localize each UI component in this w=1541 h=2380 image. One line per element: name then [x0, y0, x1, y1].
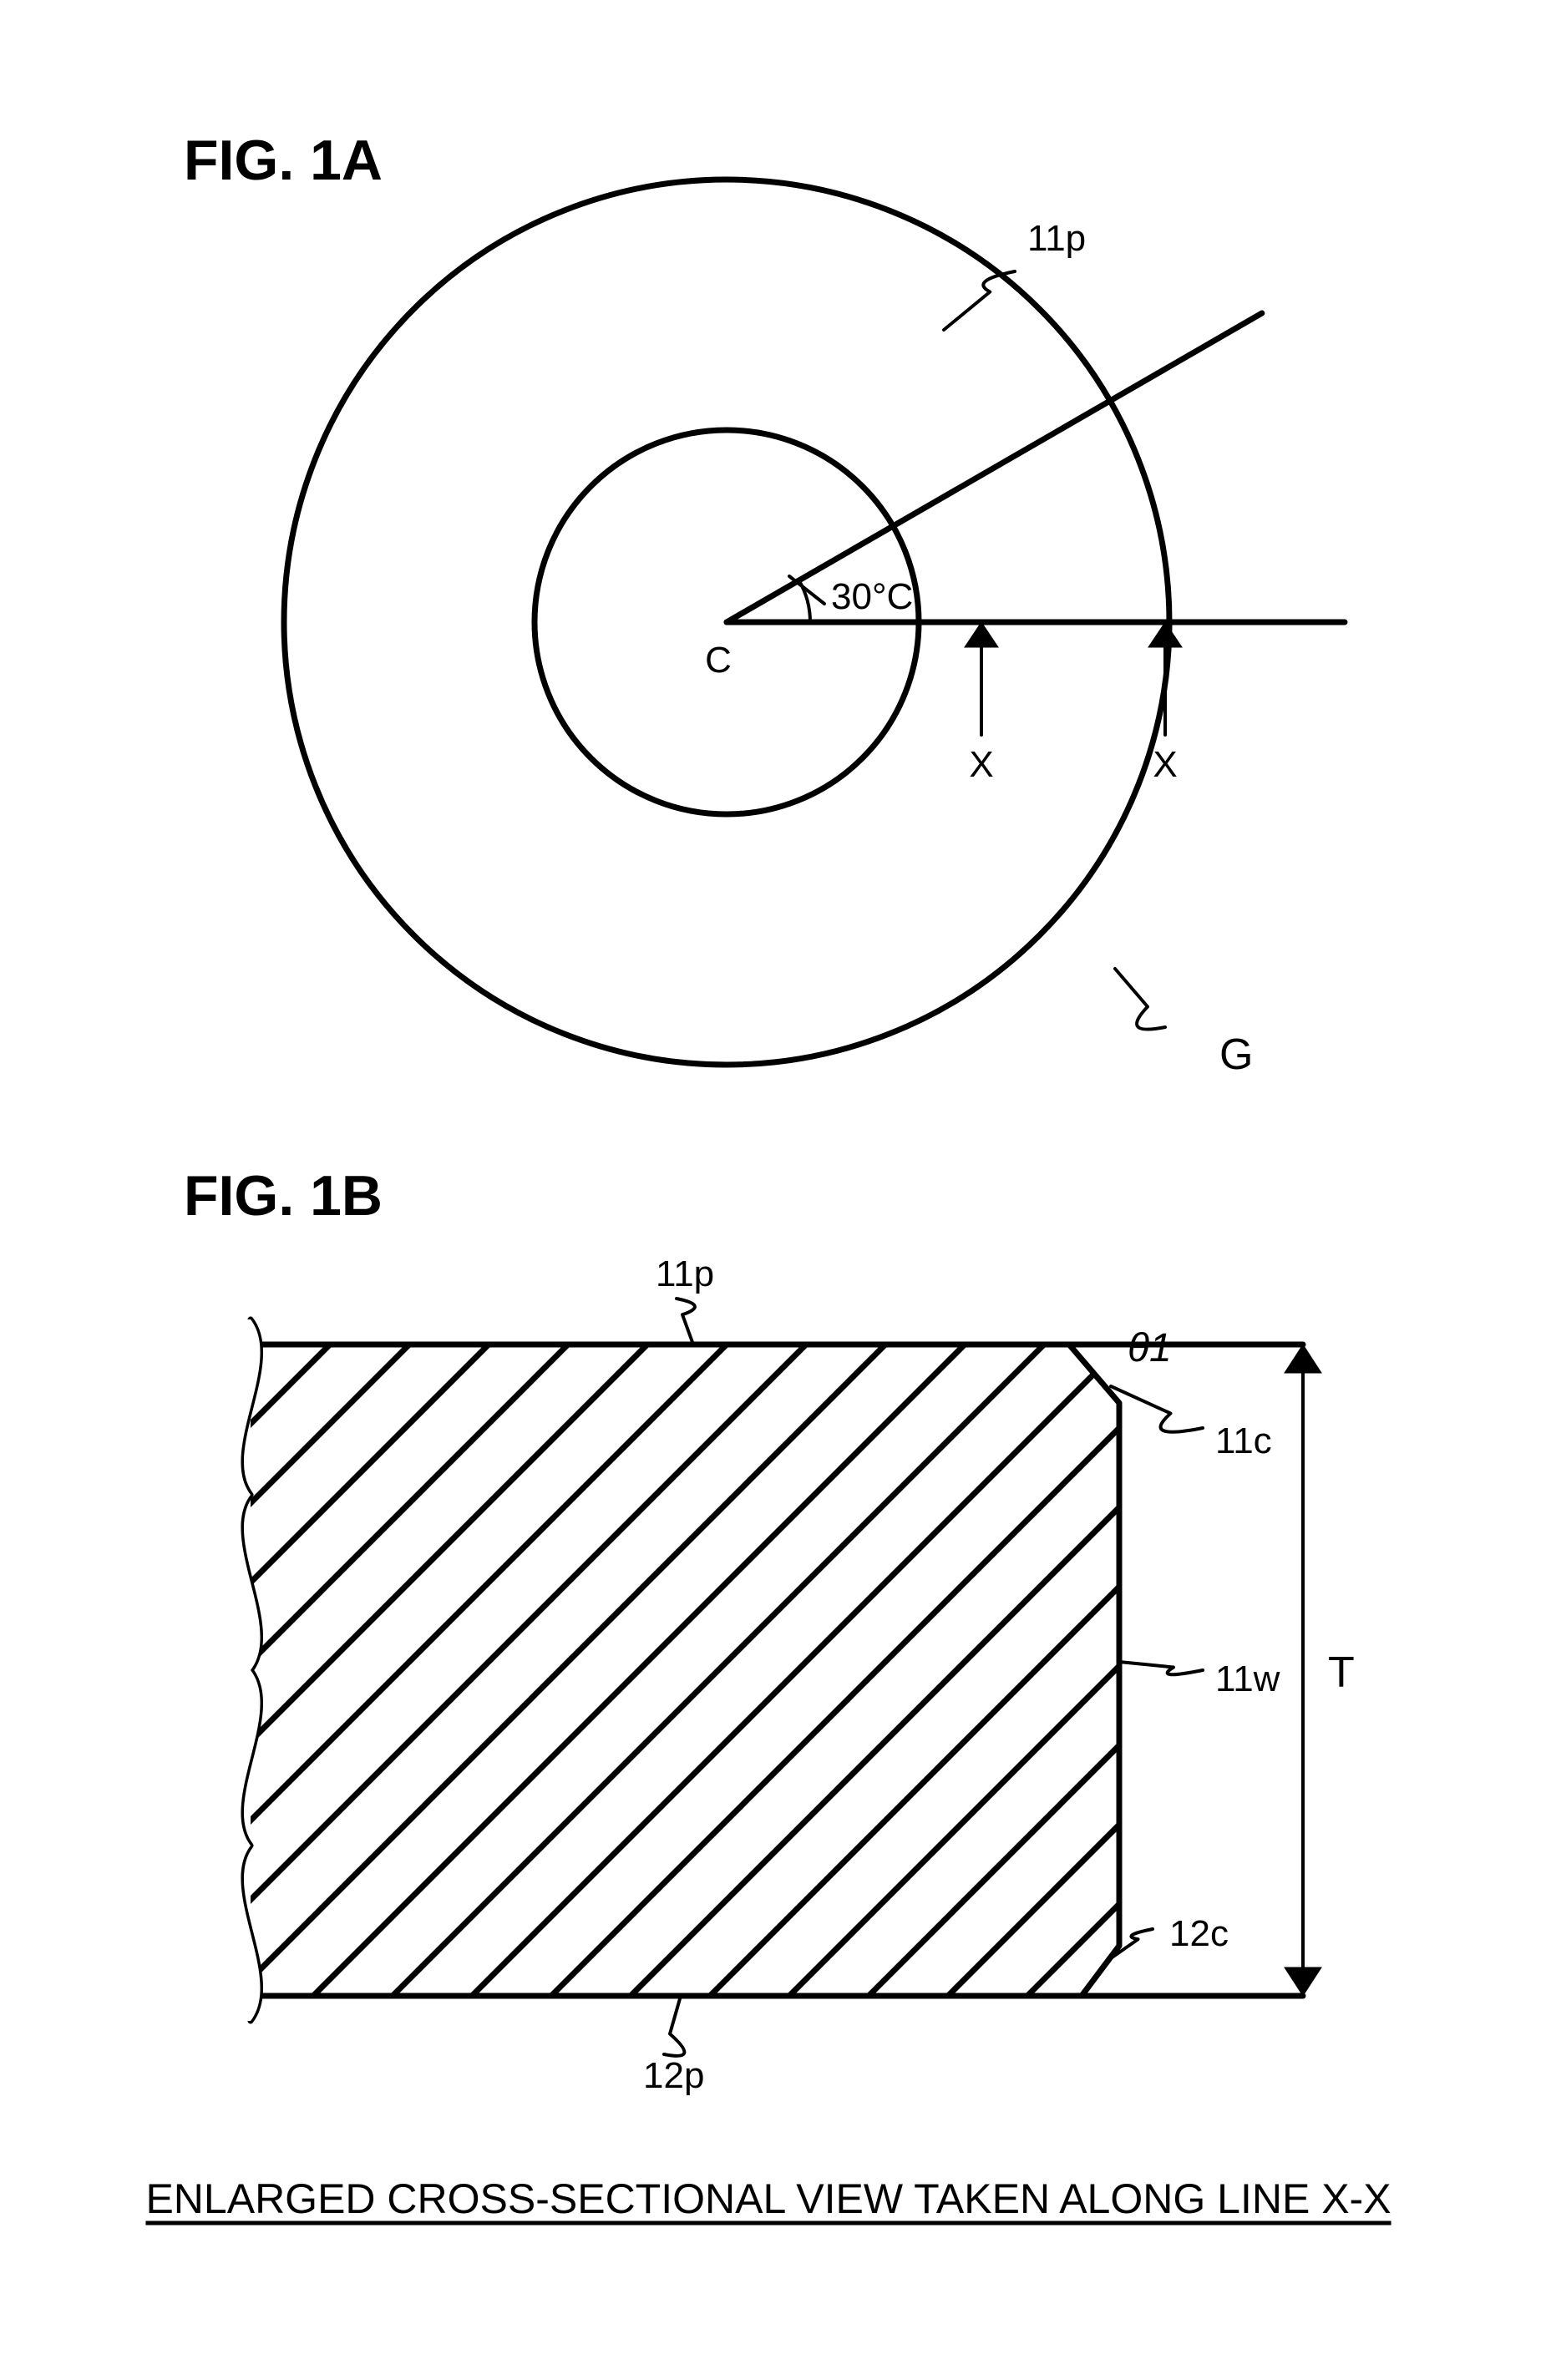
ref-12c: 12c: [1169, 1913, 1229, 1954]
ref-11p-b: 11p: [656, 1253, 714, 1294]
ref-12p: 12p: [643, 2055, 704, 2096]
x-arrow-label-1: X: [1153, 744, 1177, 785]
ref-11p-a: 11p: [1027, 218, 1086, 259]
ref-11c: 11c: [1215, 1420, 1272, 1461]
x-arrow-label-0: X: [969, 744, 993, 785]
ref-11w: 11w: [1215, 1658, 1280, 1699]
fig-1a: [727, 313, 1345, 735]
theta1-label: θ1: [1128, 1326, 1172, 1370]
center-label: C: [705, 640, 732, 681]
t-dim-label: T: [1328, 1648, 1355, 1697]
fig-1b-title: FIG. 1B: [184, 1164, 383, 1228]
fig-1a-title: FIG. 1A: [184, 129, 383, 192]
ref-g: G: [1219, 1030, 1253, 1079]
fig-1b-caption: ENLARGED CROSS-SECTIONAL VIEW TAKEN ALON…: [145, 2175, 1391, 2222]
angle-label: 30°C: [831, 576, 913, 617]
figure-canvas: FIG. 1A 30°C C X X 11p G FIG. 1B θ1 T 11p 11c 11w 12c…: [0, 0, 1541, 2380]
